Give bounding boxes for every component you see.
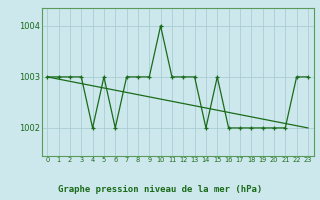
Text: Graphe pression niveau de la mer (hPa): Graphe pression niveau de la mer (hPa) — [58, 185, 262, 194]
